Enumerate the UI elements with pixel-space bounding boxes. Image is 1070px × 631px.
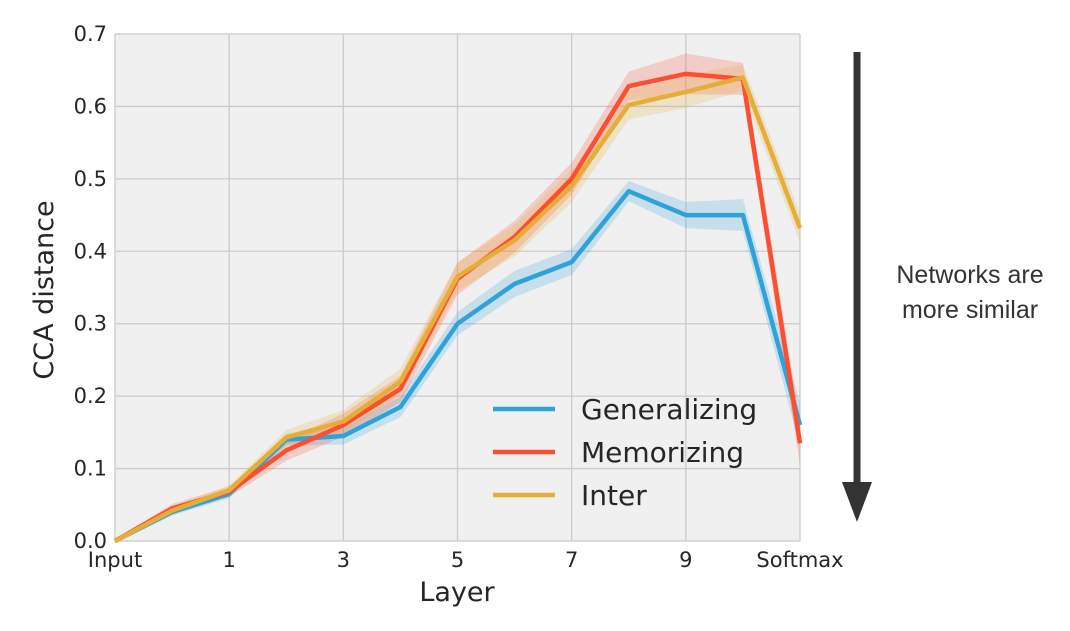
legend-label-generalizing: Generalizing (581, 393, 757, 426)
y-tick-label: 0.2 (74, 384, 107, 408)
down-arrow-head (842, 482, 872, 522)
x-axis-title: Layer (419, 577, 495, 608)
annotation-line-2: more similar (902, 296, 1038, 324)
y-tick-label: 0.5 (74, 167, 107, 191)
x-tick-label: 3 (337, 548, 350, 572)
y-tick-labels: 0.0 0.1 0.2 0.3 0.4 0.5 0.6 0.7 (74, 22, 107, 553)
y-tick-label: 0.7 (74, 22, 107, 46)
y-axis-title: CCA distance (29, 200, 60, 379)
series-lines (113, 71, 803, 544)
y-tick-label: 0.1 (74, 457, 107, 481)
x-tick-label: 1 (222, 548, 235, 572)
grid-lines (114, 33, 801, 542)
legend-label-inter: Inter (581, 479, 647, 512)
x-tick-label: 7 (565, 548, 578, 572)
x-tick-label: Input (88, 548, 142, 572)
annotation: Networks are more similar (842, 52, 1044, 522)
y-tick-label: 0.6 (74, 94, 107, 118)
legend-label-memorizing: Memorizing (581, 436, 744, 469)
y-tick-label: 0.4 (74, 239, 107, 263)
x-tick-label: 9 (679, 548, 692, 572)
x-tick-label: 5 (451, 548, 464, 572)
legend: Generalizing Memorizing Inter (493, 393, 757, 512)
y-tick-label: 0.0 (74, 529, 107, 553)
annotation-line-1: Networks are (896, 261, 1043, 289)
x-tick-label: Softmax (756, 548, 843, 572)
y-tick-label: 0.3 (74, 312, 107, 336)
x-tick-labels: Input 1 3 5 7 9 Softmax (88, 548, 844, 572)
